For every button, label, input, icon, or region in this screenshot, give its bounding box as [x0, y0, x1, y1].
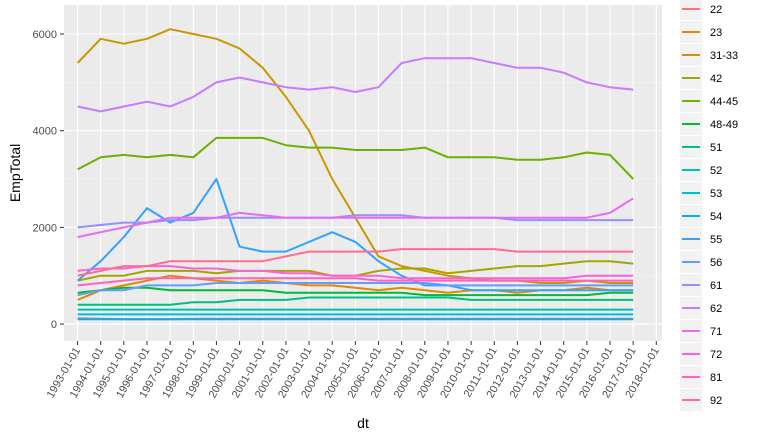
series-line-72	[77, 265, 634, 280]
legend-label-71: 71	[710, 326, 722, 338]
x-axis-title: dt	[357, 415, 369, 431]
legend-label-92: 92	[710, 395, 722, 407]
legend-label-52: 52	[710, 165, 722, 177]
legend-label-51: 51	[710, 142, 722, 154]
legend-label-54: 54	[710, 211, 722, 223]
series-line-48-49	[77, 286, 634, 297]
y-tick-label: 6000	[33, 29, 57, 41]
legend: 22 23 31-33 42 44-45 48-49 51 52 53 54 55 56 61 62 71 7…	[680, 0, 738, 411]
series-line-62	[77, 57, 634, 113]
series-line-92	[77, 248, 634, 277]
legend-label-22: 22	[710, 4, 722, 16]
series-line-51	[77, 296, 634, 306]
legend-label-72: 72	[710, 349, 722, 361]
legend-label-44-45: 44-45	[710, 96, 738, 108]
series-line-44-45	[77, 136, 634, 180]
legend-label-81: 81	[710, 372, 722, 384]
y-axis: 0 2000 4000 6000	[33, 29, 64, 331]
legend-label-55: 55	[710, 234, 722, 246]
legend-label-23: 23	[710, 27, 722, 39]
series-line-56	[77, 282, 634, 297]
legend-label-42: 42	[710, 73, 722, 85]
series-line-55	[76, 178, 634, 292]
x-axis: 1993-01-011994-01-011995-01-011996-01-01…	[45, 341, 662, 400]
legend-label-62: 62	[710, 303, 722, 315]
series-line-61	[77, 214, 634, 229]
legend-label-31-33: 31-33	[710, 50, 738, 62]
legend-label-56: 56	[710, 257, 722, 269]
y-axis-title: EmpTotal	[7, 144, 23, 202]
legend-label-48-49: 48-49	[710, 119, 738, 131]
y-tick-label: 4000	[33, 126, 57, 138]
series-layer	[76, 28, 634, 321]
series-line-71	[77, 197, 634, 239]
legend-label-61: 61	[710, 280, 722, 292]
y-tick-label: 0	[51, 319, 57, 331]
legend-label-53: 53	[710, 188, 722, 200]
series-line-81	[77, 277, 634, 287]
y-tick-label: 2000	[33, 222, 57, 234]
